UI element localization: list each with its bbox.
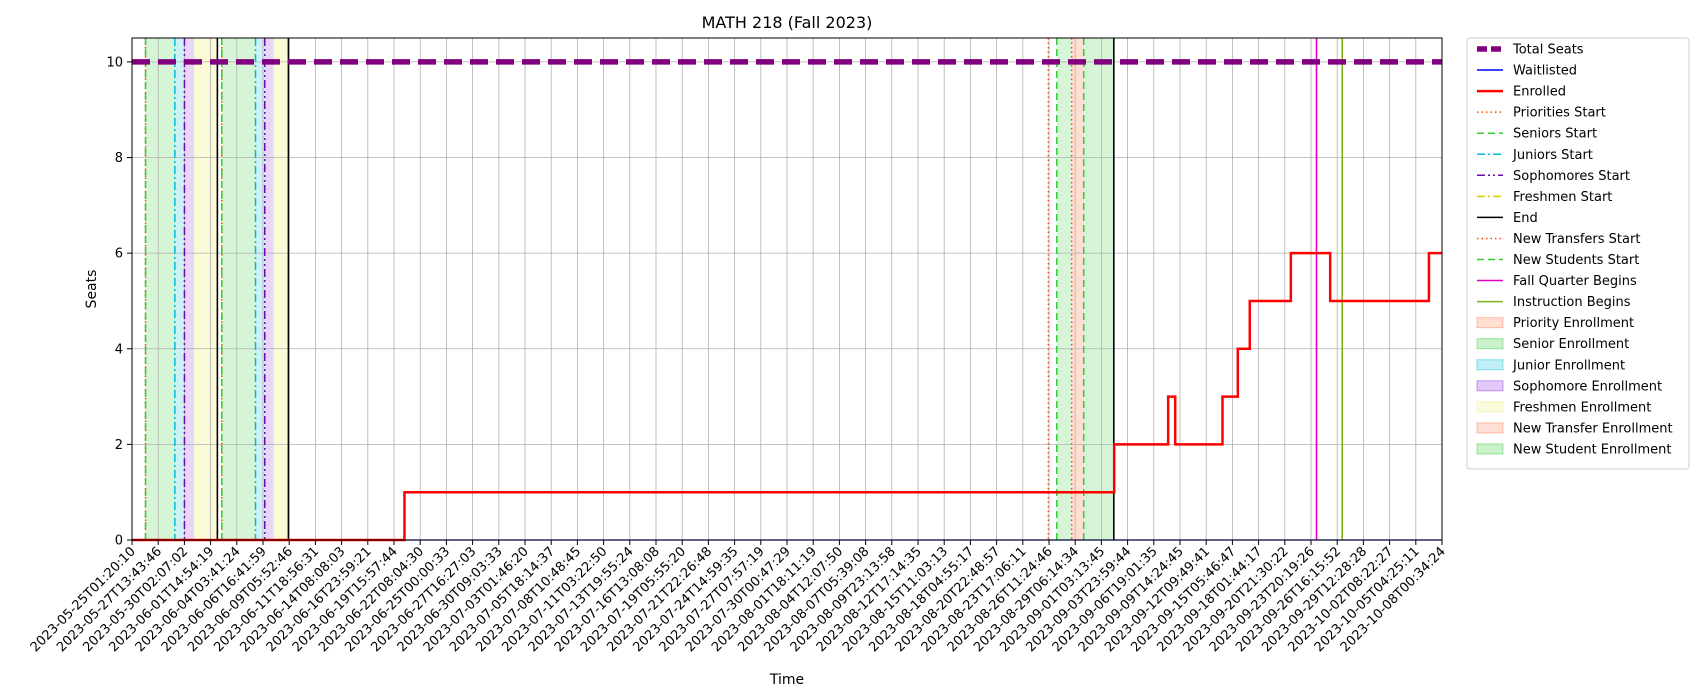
legend-label: New Student Enrollment — [1513, 442, 1671, 457]
y-tick-label: 0 — [115, 534, 123, 549]
legend-label: Sophomores Start — [1513, 169, 1630, 184]
legend-swatch — [1476, 359, 1504, 371]
legend-item-priorities-start: Priorities Start — [1477, 106, 1606, 121]
legend-swatch — [1476, 401, 1504, 413]
legend-swatch — [1476, 443, 1504, 455]
shaded-spans — [145, 38, 1114, 540]
span-new-transfer-enrollment — [1071, 38, 1084, 540]
span-new-student-enrollment — [1083, 38, 1114, 540]
legend: Total Seats Waitlisted Enrolled Priorities … — [1466, 37, 1690, 470]
y-tick-label: 2 — [115, 438, 123, 453]
legend-label: Fall Quarter Begins — [1513, 274, 1637, 289]
legend-box — [1466, 37, 1690, 470]
legend-item-instruction-begins: Instruction Begins — [1477, 295, 1631, 310]
y-tick-label: 10 — [106, 55, 123, 70]
legend-label: Senior Enrollment — [1513, 337, 1629, 352]
legend-item-fall-quarter-begins: Fall Quarter Begins — [1477, 274, 1637, 289]
legend-label: Freshmen Start — [1513, 190, 1612, 205]
y-tick-label: 6 — [115, 247, 123, 262]
legend-item-enrolled: Enrolled — [1477, 85, 1566, 100]
span-new-student-enrollment — [1056, 38, 1072, 540]
legend-item-new-student-enrollment: New Student Enrollment — [1476, 442, 1671, 457]
legend-item-end: End — [1477, 211, 1538, 226]
legend-item-freshmen-enrollment: Freshmen Enrollment — [1476, 400, 1651, 415]
legend-label: Sophomore Enrollment — [1513, 379, 1662, 394]
span-freshmen-enrollment — [273, 38, 289, 540]
span-freshmen-enrollment — [194, 38, 218, 540]
legend-label: Juniors Start — [1512, 148, 1593, 163]
event-lines — [144, 38, 1344, 540]
span-junior-enrollment — [174, 38, 185, 540]
span-sophomore-enrollment — [264, 38, 274, 540]
span-senior-enrollment — [221, 38, 256, 540]
legend-label: End — [1513, 211, 1538, 226]
legend-item-new-students-start: New Students Start — [1477, 253, 1639, 268]
x-axis-title: Time — [769, 672, 804, 688]
series-enrolled — [132, 251, 1442, 542]
legend-swatch — [1476, 422, 1504, 434]
y-axis-title: Seats — [84, 270, 100, 309]
grid — [131, 38, 1443, 541]
span-junior-enrollment — [255, 38, 265, 540]
legend-item-waitlisted: Waitlisted — [1477, 64, 1577, 79]
legend-item-juniors-start: Juniors Start — [1477, 148, 1593, 163]
legend-label: New Transfers Start — [1513, 232, 1640, 247]
legend-item-sophomores-start: Sophomores Start — [1477, 169, 1630, 184]
legend-label: Priorities Start — [1513, 106, 1606, 121]
legend-label: Enrolled — [1513, 85, 1566, 100]
legend-item-new-transfer-enrollment: New Transfer Enrollment — [1476, 421, 1673, 436]
legend-label: New Students Start — [1513, 253, 1639, 268]
y-tick-label: 4 — [115, 342, 123, 357]
legend-swatch — [1476, 338, 1504, 350]
legend-item-seniors-start: Seniors Start — [1477, 127, 1597, 142]
legend-item-total-seats: Total Seats — [1477, 43, 1584, 58]
y-tick-label: 8 — [115, 151, 123, 166]
legend-item-junior-enrollment: Junior Enrollment — [1476, 358, 1625, 373]
legend-label: Freshmen Enrollment — [1513, 400, 1651, 415]
span-senior-enrollment — [145, 38, 175, 540]
legend-item-freshmen-start: Freshmen Start — [1477, 190, 1612, 205]
legend-item-new-transfers-start: New Transfers Start — [1477, 232, 1640, 247]
chart-title: MATH 218 (Fall 2023) — [702, 13, 873, 32]
legend-label: Instruction Begins — [1513, 295, 1631, 310]
legend-swatch — [1476, 317, 1504, 329]
legend-label: New Transfer Enrollment — [1513, 421, 1673, 436]
span-sophomore-enrollment — [184, 38, 195, 540]
legend-item-senior-enrollment: Senior Enrollment — [1476, 337, 1629, 352]
legend-item-sophomore-enrollment: Sophomore Enrollment — [1476, 379, 1662, 394]
legend-item-priority-enrollment: Priority Enrollment — [1476, 316, 1634, 331]
legend-label: Priority Enrollment — [1513, 316, 1634, 331]
legend-label: Total Seats — [1512, 43, 1584, 58]
legend-label: Waitlisted — [1513, 64, 1577, 79]
legend-label: Junior Enrollment — [1512, 358, 1625, 373]
legend-swatch — [1476, 380, 1504, 392]
legend-label: Seniors Start — [1513, 127, 1597, 142]
